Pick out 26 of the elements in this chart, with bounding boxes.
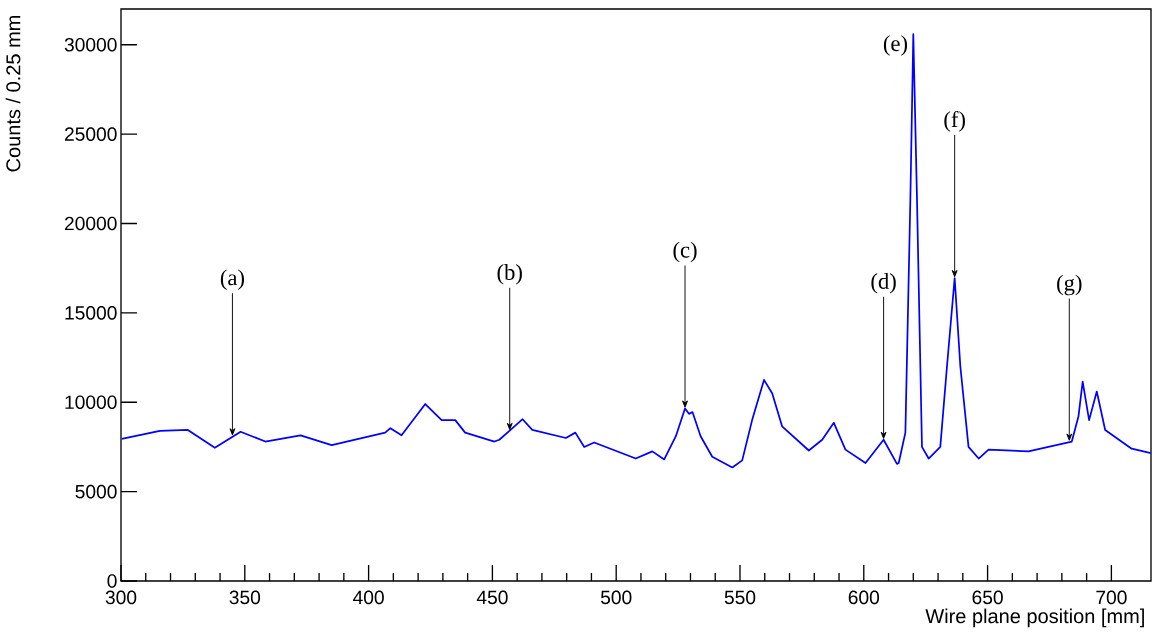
x-tick-label: 500 — [600, 590, 632, 605]
y-axis-title: Counts / 0.25 mm — [5, 15, 21, 172]
annotation: (e) — [883, 35, 908, 56]
annotation: (c) — [673, 241, 697, 263]
y-tick-label: 15000 — [65, 306, 117, 320]
x-tick-label: 300 — [105, 590, 137, 605]
x-tick-label: 600 — [848, 590, 880, 605]
annotation: (g) — [1057, 274, 1082, 296]
x-tick-label: 350 — [229, 590, 261, 605]
y-tick-label: 25000 — [64, 127, 117, 141]
line-series — [121, 33, 1151, 469]
y-tick-label: 20000 — [64, 216, 117, 231]
x-tick-label: 400 — [353, 590, 384, 605]
y-tick-label: 10000 — [65, 395, 117, 410]
y-tick-label: 5000 — [75, 484, 117, 499]
annotation: (b) — [497, 264, 522, 285]
x-tick-label: 700 — [1096, 590, 1127, 605]
x-tick-label: 650 — [972, 590, 1003, 605]
annotation: (d) — [871, 272, 896, 294]
y-tick-label: 30000 — [64, 37, 117, 52]
annotation: (f) — [944, 110, 965, 132]
x-tick-label: 450 — [476, 590, 508, 605]
annotation: (a) — [220, 269, 244, 290]
y-tick-label: 0 — [107, 574, 117, 588]
x-axis-title: Wire plane position [mm] — [925, 608, 1144, 628]
x-tick-label: 550 — [724, 590, 756, 605]
